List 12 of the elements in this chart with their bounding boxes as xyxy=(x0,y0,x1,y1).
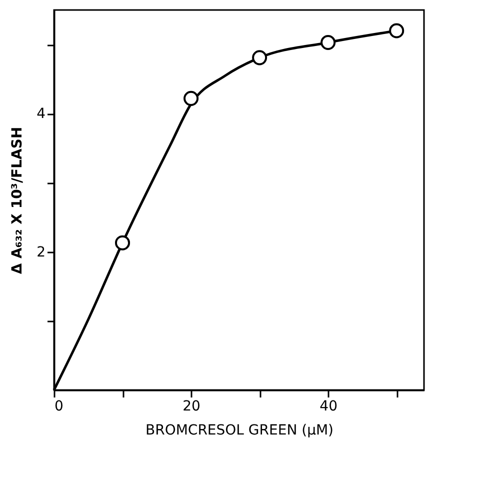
x-tick-label: 40 xyxy=(320,398,338,414)
point xyxy=(389,23,404,38)
x-tick-label: 0 xyxy=(54,398,64,414)
point xyxy=(115,235,130,250)
point xyxy=(184,90,199,106)
x-axis-title: BROMCRESOL GREEN (μM) xyxy=(145,422,334,438)
x-tick-label: 20 xyxy=(182,398,200,414)
point xyxy=(252,50,268,66)
y-tick-label: 2 xyxy=(36,244,46,260)
point xyxy=(320,34,336,50)
y-axis-title: Δ A₆₃₂ X 10³/FLASH xyxy=(10,126,26,274)
y-tick-label: 4 xyxy=(36,106,46,122)
